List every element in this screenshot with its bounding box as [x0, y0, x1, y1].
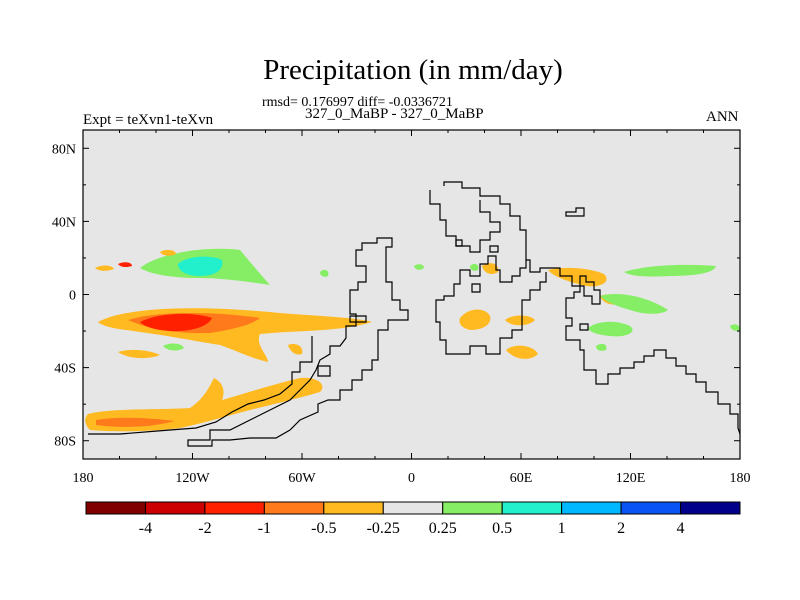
anomaly-region-south-pacific-patch — [228, 336, 254, 348]
anomaly-region-africa-patch — [459, 309, 491, 330]
coastline-island — [579, 323, 589, 331]
anomaly-region-north-pacific-cyan — [178, 256, 223, 276]
coastline-africa-eurasia — [443, 181, 740, 435]
anomaly-contours — [85, 248, 740, 432]
colorbar-swatch — [501, 501, 563, 515]
colorbar-swatch — [263, 501, 325, 515]
coastline-asia-north — [565, 207, 585, 217]
coastline-south-america — [187, 237, 409, 447]
colorbar-swatch — [323, 501, 384, 515]
colorbar-swatch — [561, 501, 622, 515]
colorbar-label: 0.5 — [492, 520, 512, 537]
y-axis: 80N 40N 0 40S 80S — [52, 142, 740, 450]
colorbar: -4 -2 -1 -0.5 -0.25 0.25 0.5 1 2 4 — [85, 501, 741, 537]
colorbar-swatch — [382, 501, 444, 515]
anomaly-region-southern-ocean-orange — [96, 417, 175, 427]
anomaly-region-africa-patch — [506, 345, 538, 359]
x-tick-label: 180 — [730, 471, 751, 486]
coastline-africa — [435, 255, 547, 355]
anomaly-region-southern-ocean-patch — [288, 344, 303, 355]
x-tick-label: 180 — [73, 471, 94, 486]
anomaly-region-arabia-patch — [482, 263, 499, 274]
coastline-island — [455, 239, 463, 247]
y-tick-label: 0 — [69, 289, 76, 304]
colorbar-label: 2 — [617, 520, 625, 537]
x-tick-label: 120W — [175, 471, 210, 486]
colorbar-swatch — [85, 501, 146, 515]
coastline-south-america-inner — [88, 336, 313, 435]
coastline-island — [317, 365, 331, 377]
anomaly-region-south-pacific-patch — [118, 349, 160, 359]
colorbar-swatch — [680, 501, 741, 515]
coastline — [88, 181, 740, 447]
anomaly-region-arabia-patch — [470, 263, 479, 271]
anomaly-region-central-pacific-patch — [163, 343, 184, 351]
colorbar-label: -0.5 — [311, 520, 336, 537]
plot-background — [83, 130, 740, 459]
y-tick-label: 40S — [54, 362, 76, 377]
colorbar-label: -1 — [258, 520, 271, 537]
x-tick-label: 0 — [408, 471, 415, 486]
x-tick-label: 120E — [616, 471, 646, 486]
anomaly-region-western-pacific-green — [624, 264, 716, 277]
y-tick-label: 80S — [54, 435, 76, 450]
anomaly-region-central-pacific-patch — [320, 269, 329, 277]
x-tick-label: 60W — [288, 471, 316, 486]
coastline-europe — [429, 190, 501, 253]
anomaly-region-arabia-patch — [414, 264, 424, 270]
chart-title: Precipitation (in mm/day) — [263, 54, 563, 86]
anomaly-region-north-pacific-patch — [160, 249, 176, 256]
colorbar-label: 4 — [677, 520, 685, 537]
colorbar-label: -2 — [198, 520, 211, 537]
x-tick-label: 60E — [510, 471, 533, 486]
colorbar-swatch — [204, 501, 265, 515]
experiment-label: Expt = teXvn1-teXvn — [83, 112, 214, 128]
x-axis: 180 120W 60W 0 60E 120E 180 — [73, 130, 751, 486]
anomaly-region-southern-ocean-yellow — [85, 377, 323, 432]
colorbar-label: -4 — [139, 520, 152, 537]
colorbar-label: -0.25 — [367, 520, 400, 537]
stats-line: rmsd= 0.176997 diff= -0.0336721 — [262, 95, 453, 110]
anomaly-region-indonesia-green — [600, 293, 668, 314]
y-tick-label: 40N — [52, 215, 76, 230]
colorbar-label: 1 — [558, 520, 566, 537]
colorbar-label: 0.25 — [429, 520, 457, 537]
coastline-island — [489, 245, 499, 253]
anomaly-region-south-pacific-red — [140, 313, 212, 332]
colorbar-swatch — [620, 501, 682, 515]
colorbar-swatch — [442, 501, 503, 515]
y-tick-label: 80N — [52, 142, 76, 157]
anomaly-region-north-pacific-patch — [95, 265, 114, 271]
colorbar-swatch — [144, 501, 206, 515]
coastline-island — [471, 283, 481, 293]
anomaly-region-north-pacific-patch — [118, 262, 132, 268]
coastline-island — [349, 315, 367, 323]
case-line: 327_0_MaBP - 327_0_MaBP — [305, 106, 484, 122]
anomaly-region-africa-patch — [505, 315, 535, 326]
anomaly-region-western-pacific-patch — [730, 324, 740, 331]
anomaly-region-indonesia-green — [588, 321, 633, 337]
season-label: ANN — [706, 109, 739, 125]
anomaly-region-indonesia-patch — [596, 343, 607, 351]
